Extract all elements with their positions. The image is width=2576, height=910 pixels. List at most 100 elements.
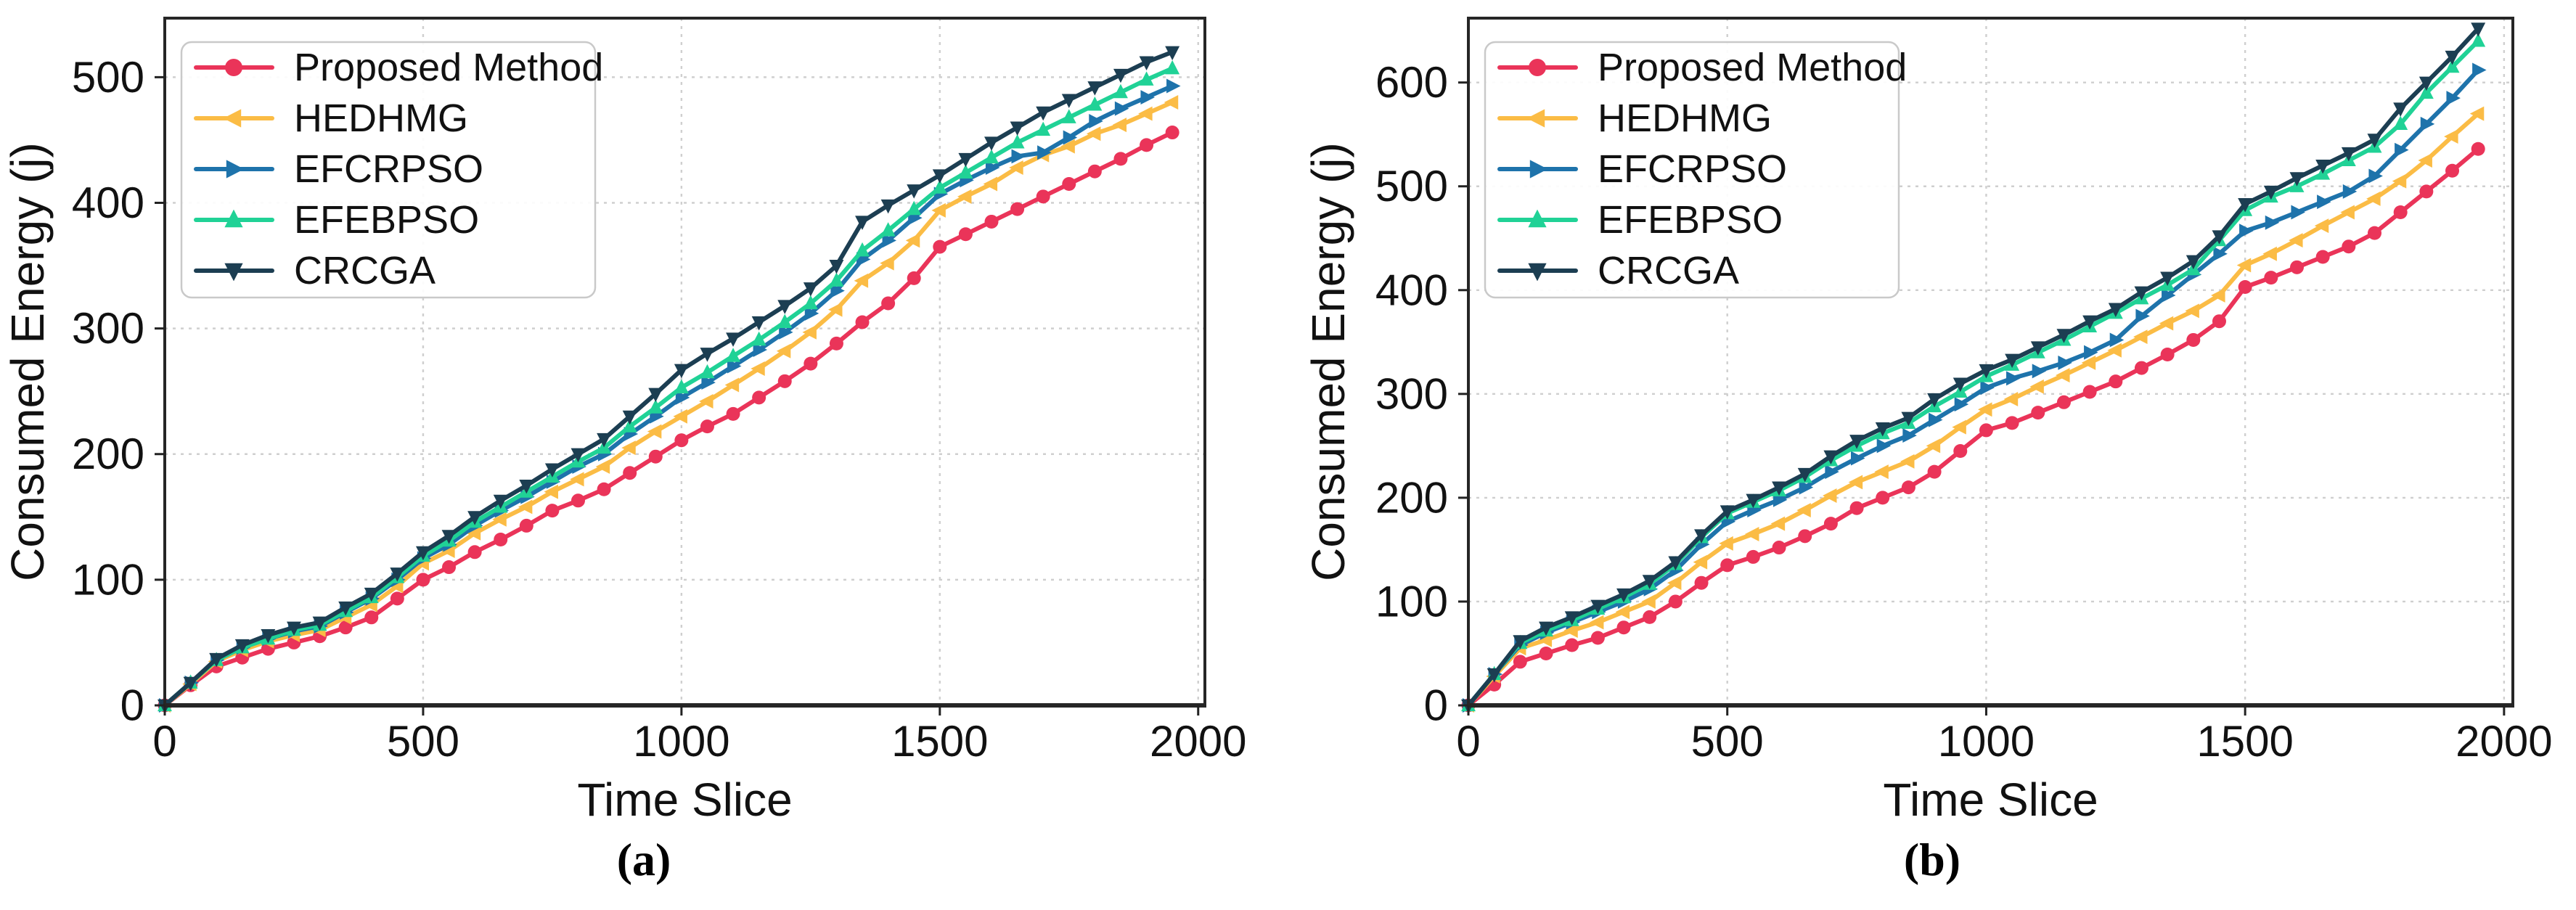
marker-efcrpso bbox=[2058, 355, 2072, 370]
chart-panel-b: 0 500 1000 1500 2000 0 100 200 300 400 500 600 Time … bbox=[1302, 17, 2553, 826]
marker-efcrpso bbox=[701, 375, 716, 390]
marker-crcga bbox=[2315, 160, 2331, 174]
marker-efebpso bbox=[622, 418, 637, 433]
marker-proposed-method bbox=[1876, 491, 1890, 505]
marker-hedhmg bbox=[724, 377, 740, 393]
marker-crcga bbox=[1849, 435, 1865, 449]
marker-proposed-method bbox=[907, 271, 921, 285]
marker-proposed-method bbox=[2238, 280, 2252, 295]
marker-crcga bbox=[364, 587, 379, 602]
legend-label: EFCRPSO bbox=[1598, 147, 1787, 191]
marker-crcga bbox=[880, 199, 896, 214]
marker-proposed-method bbox=[777, 374, 792, 388]
marker-crcga bbox=[2418, 76, 2434, 91]
marker-hedhmg bbox=[1848, 475, 1863, 490]
marker-proposed-method bbox=[1010, 202, 1025, 216]
ticks bbox=[155, 75, 1200, 716]
marker-efebpso bbox=[1010, 134, 1025, 149]
marker-crcga bbox=[1953, 377, 1968, 392]
marker-crcga bbox=[597, 433, 612, 448]
marker-efebpso bbox=[2471, 33, 2486, 47]
marker-proposed-method bbox=[467, 545, 482, 559]
marker-proposed-method bbox=[442, 560, 457, 575]
marker-hedhmg bbox=[2469, 106, 2485, 121]
marker-proposed-method bbox=[1643, 610, 1657, 624]
marker-hedhmg bbox=[2133, 329, 2148, 345]
marker-efebpso bbox=[855, 242, 870, 257]
marker-hedhmg bbox=[751, 361, 765, 376]
marker-efcrpso bbox=[2213, 246, 2228, 261]
marker-crcga bbox=[700, 348, 715, 362]
marker-hedhmg bbox=[828, 302, 843, 317]
marker-efcrpso bbox=[675, 390, 690, 405]
marker-efcrpso bbox=[2291, 205, 2305, 220]
marker-hedhmg bbox=[1112, 118, 1127, 133]
marker-crcga bbox=[2367, 134, 2382, 148]
marker-proposed-method bbox=[2342, 239, 2356, 254]
y-axis-label: Consumed Energy (j) bbox=[1, 142, 54, 581]
marker-crcga bbox=[777, 300, 793, 314]
legend-item-crcga: CRCGA bbox=[1497, 249, 1739, 292]
grid bbox=[165, 18, 1205, 705]
marker-efcrpso bbox=[2395, 142, 2409, 157]
marker-proposed-method bbox=[2471, 142, 2485, 156]
legend-item-hedhmg: HEDHMG bbox=[194, 97, 468, 140]
marker-crcga bbox=[726, 332, 741, 347]
marker-crcga bbox=[1927, 393, 1942, 408]
marker-crcga bbox=[2289, 172, 2305, 186]
marker-crcga bbox=[1513, 635, 1528, 649]
series-line-efebpso bbox=[163, 66, 1175, 708]
marker-hedhmg bbox=[673, 409, 687, 424]
marker-efebpso bbox=[726, 348, 741, 362]
marker-hedhmg bbox=[1693, 554, 1708, 570]
marker-crcga bbox=[1139, 56, 1154, 70]
marker-crcga bbox=[1668, 556, 1683, 570]
marker-proposed-method bbox=[2160, 347, 2175, 361]
marker-hedhmg bbox=[570, 472, 584, 487]
series-crcga bbox=[158, 46, 1180, 714]
marker-crcga bbox=[984, 136, 999, 151]
marker-efcrpso bbox=[2162, 287, 2176, 303]
marker-crcga bbox=[1010, 121, 1025, 136]
marker-proposed-method bbox=[1616, 620, 1631, 635]
marker-crcga bbox=[312, 616, 327, 631]
y-tick-label: 300 bbox=[72, 304, 144, 353]
marker-hedhmg bbox=[802, 324, 817, 340]
marker-hedhmg bbox=[1926, 438, 1941, 454]
marker-proposed-method bbox=[1901, 480, 1915, 495]
marker-crcga bbox=[493, 494, 508, 509]
marker-crcga bbox=[1165, 46, 1180, 61]
marker-hedhmg bbox=[595, 459, 610, 475]
marker-efcrpso bbox=[1166, 78, 1181, 94]
marker-crcga bbox=[932, 169, 947, 184]
marker-hedhmg bbox=[699, 394, 713, 409]
marker-crcga bbox=[1087, 81, 1103, 96]
marker-crcga bbox=[1746, 493, 1761, 509]
legend-item-efcrpso: EFCRPSO bbox=[1497, 147, 1787, 191]
marker-crcga bbox=[2056, 329, 2072, 343]
marker-proposed-method bbox=[855, 315, 870, 329]
legend: Proposed Method HEDHMG EFCRPSO EFEBPSO CRCGA bbox=[180, 41, 603, 299]
marker-efebpso bbox=[984, 149, 999, 164]
legend-label: EFEBPSO bbox=[1598, 198, 1783, 242]
marker-hedhmg bbox=[2236, 258, 2252, 273]
marker-proposed-method bbox=[597, 482, 611, 496]
marker-efebpso bbox=[1061, 109, 1076, 123]
y-tick-label: 600 bbox=[1375, 58, 1448, 107]
marker-hedhmg bbox=[2418, 153, 2432, 168]
marker-hedhmg bbox=[880, 255, 894, 271]
marker-proposed-method bbox=[958, 227, 973, 242]
marker-proposed-method bbox=[804, 356, 818, 371]
marker-proposed-method bbox=[1694, 575, 1709, 590]
marker-crcga bbox=[2005, 353, 2020, 369]
y-tick-label: 200 bbox=[72, 430, 144, 478]
marker-hedhmg bbox=[1770, 516, 1786, 531]
marker-proposed-method bbox=[1087, 164, 1102, 179]
marker-proposed-method bbox=[2289, 260, 2304, 274]
marker-efcrpso bbox=[2420, 116, 2435, 131]
marker-efcrpso bbox=[2084, 345, 2098, 360]
y-tick-label: 100 bbox=[1375, 577, 1448, 626]
marker-proposed-method bbox=[726, 406, 740, 421]
marker-hedhmg bbox=[1641, 594, 1656, 609]
